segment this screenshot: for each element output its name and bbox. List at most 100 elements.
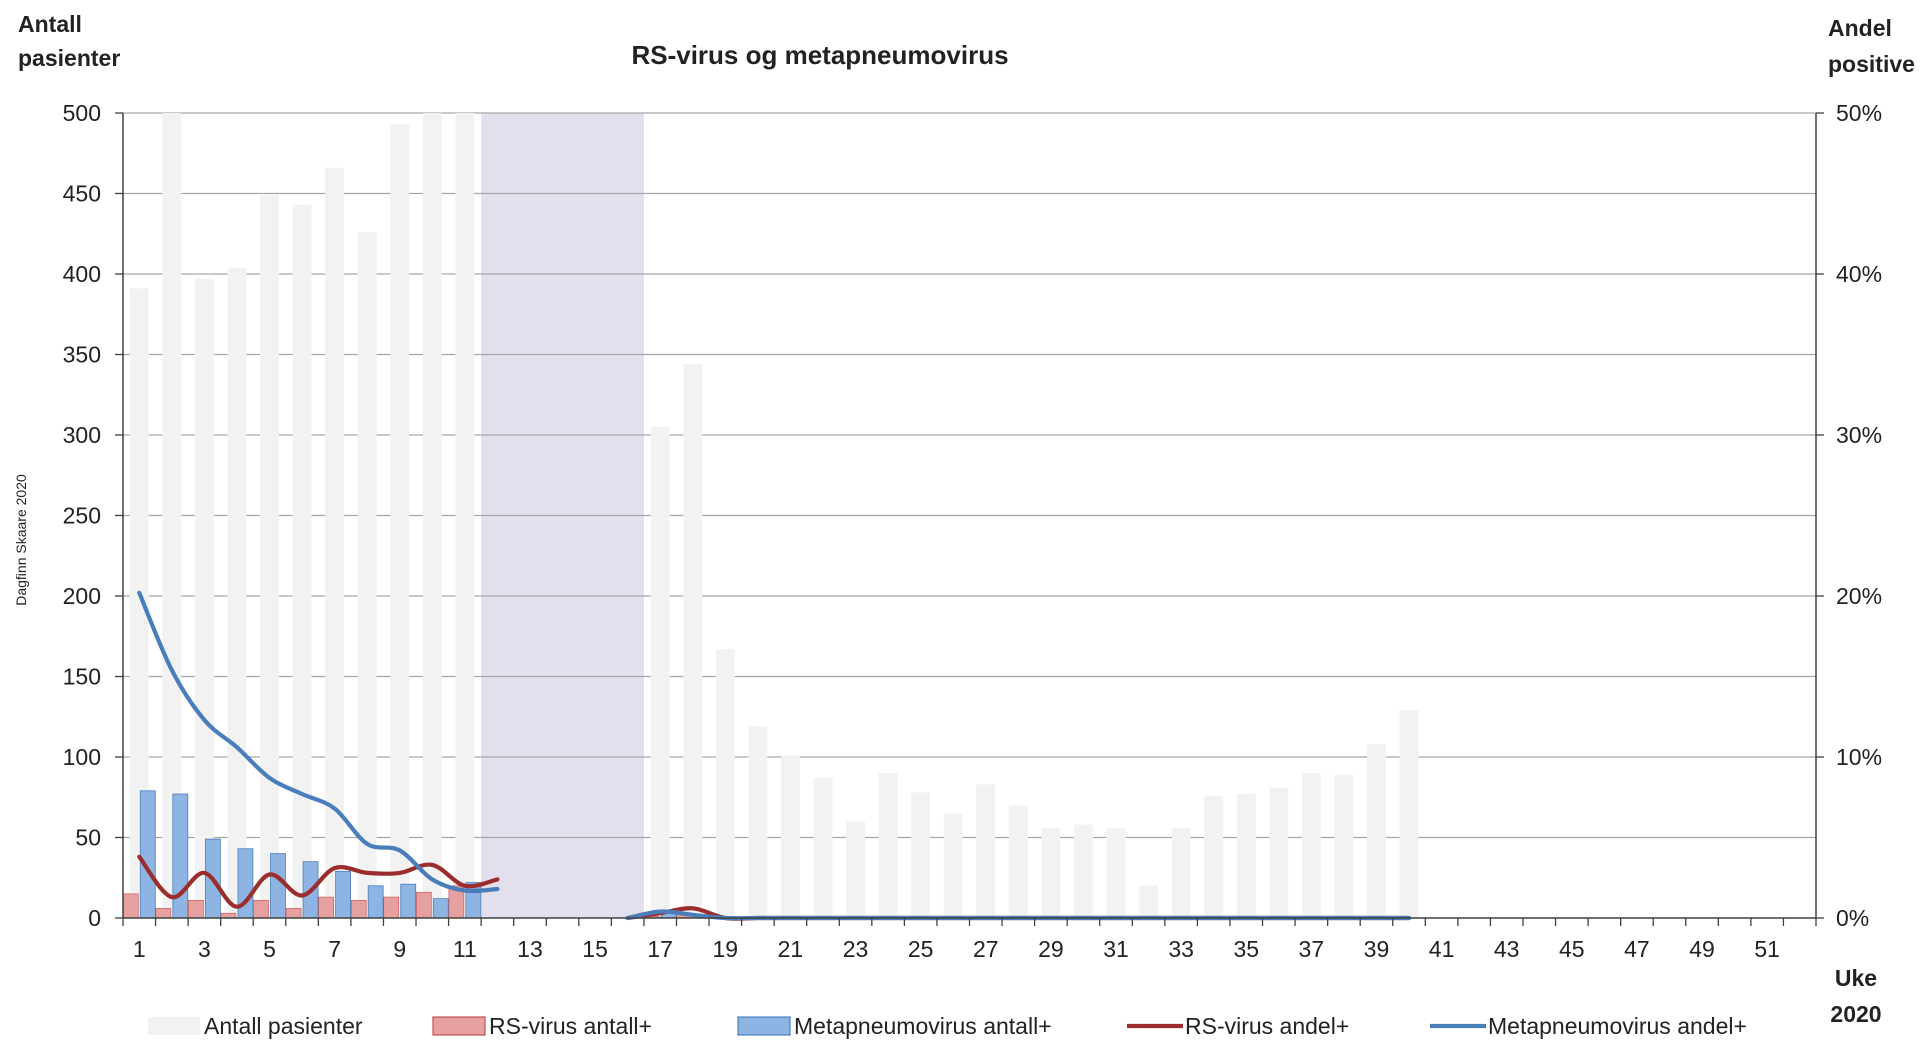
bar-antall-pasienter <box>1399 710 1419 918</box>
bar-rs-virus-antall <box>155 908 172 919</box>
line-metapneumovirus-andel <box>137 590 500 894</box>
legend-swatch <box>432 1016 486 1036</box>
bar-antall-pasienter <box>1106 827 1126 918</box>
bars-layer <box>123 113 1419 919</box>
axes-layer <box>115 112 1824 926</box>
bar-antall-pasienter <box>911 792 931 918</box>
x-tick-label: 31 <box>1103 936 1129 962</box>
bar-antall-pasienter <box>1074 824 1093 918</box>
y-left-tick-label: 400 <box>63 261 101 287</box>
bar-rs-virus-antall <box>285 908 302 919</box>
y-left-tick-label: 100 <box>63 744 101 770</box>
bar-metapneumovirus-antall <box>172 793 189 919</box>
bar-antall-pasienter <box>292 204 312 918</box>
bar-antall-pasienter <box>357 232 377 918</box>
chart-title: RS-virus og metapneumovirus <box>631 40 1008 70</box>
y-left-tick-label: 300 <box>63 422 101 448</box>
bar-metapneumovirus-antall <box>400 883 417 919</box>
bar-antall-pasienter <box>813 777 833 918</box>
y-left-tick-label: 200 <box>63 583 101 609</box>
x-tick-label: 23 <box>843 936 869 962</box>
bar-rs-virus-antall <box>253 899 269 919</box>
legend-swatch <box>737 1016 791 1036</box>
bar-antall-pasienter <box>943 813 963 918</box>
bar-rs-virus-antall <box>350 899 367 919</box>
x-tick-label: 35 <box>1233 936 1259 962</box>
y-right-tick-label: 50% <box>1836 100 1882 126</box>
bar-antall-pasienter <box>390 124 410 918</box>
y-right-label-line1: Andel <box>1828 15 1892 41</box>
x-tick-label: 19 <box>713 936 739 962</box>
x-tick-label: 21 <box>778 936 804 962</box>
bar-rs-virus-antall <box>383 896 400 919</box>
y-right-tick-label: 30% <box>1836 422 1882 448</box>
x-label-line1: Uke <box>1835 965 1877 991</box>
bar-antall-pasienter <box>1301 773 1321 918</box>
x-tick-label: 5 <box>263 936 276 962</box>
bar-antall-pasienter <box>683 364 703 918</box>
legend: Antall pasienter RS-virus antall+ Metapneu… <box>148 1013 1747 1039</box>
y-left-tick-label: 250 <box>63 503 101 529</box>
bar-antall-pasienter <box>878 773 898 918</box>
gridlines-layer <box>123 112 1816 839</box>
bar-antall-pasienter <box>715 649 735 918</box>
x-tick-label: 37 <box>1299 936 1325 962</box>
x-tick-label: 47 <box>1624 936 1650 962</box>
legend-label: Antall pasienter <box>204 1013 363 1039</box>
bar-antall-pasienter <box>325 167 345 919</box>
bar-antall-pasienter <box>650 426 670 918</box>
x-tick-label: 17 <box>647 936 673 962</box>
bar-antall-pasienter <box>1269 787 1289 918</box>
bar-antall-pasienter <box>1204 795 1224 918</box>
bar-metapneumovirus-antall <box>432 898 449 919</box>
bar-antall-pasienter <box>194 278 214 919</box>
legend-label: RS-virus andel+ <box>1185 1013 1349 1039</box>
bar-antall-pasienter <box>1334 774 1354 918</box>
x-tick-label: 7 <box>328 936 341 962</box>
x-tick-label: 1 <box>133 936 146 962</box>
x-label-line2: 2020 <box>1830 1001 1881 1027</box>
x-tick-label: 45 <box>1559 936 1585 962</box>
bar-antall-pasienter <box>1041 827 1061 918</box>
bar-antall-pasienter <box>227 267 247 918</box>
y-left-tick-label: 50 <box>75 825 101 851</box>
legend-label: Metapneumovirus andel+ <box>1488 1013 1747 1039</box>
x-tick-label: 13 <box>517 936 543 962</box>
x-tick-label: 15 <box>582 936 608 962</box>
legend-swatch <box>148 1017 200 1035</box>
bar-antall-pasienter <box>1236 794 1256 918</box>
bar-antall-pasienter <box>129 288 149 918</box>
bar-antall-pasienter <box>162 113 182 918</box>
y-left-tick-label: 350 <box>63 342 101 368</box>
legend-label: RS-virus antall+ <box>489 1013 652 1039</box>
x-tick-label: 25 <box>908 936 934 962</box>
bar-rs-virus-antall <box>416 891 432 919</box>
bar-antall-pasienter <box>1171 827 1191 918</box>
x-tick-label: 43 <box>1494 936 1520 962</box>
bar-antall-pasienter <box>780 755 800 918</box>
x-tick-label: 51 <box>1754 936 1780 962</box>
x-tick-label: 3 <box>198 936 211 962</box>
bar-antall-pasienter <box>846 821 865 918</box>
y-right-label-line2: positive <box>1828 51 1915 77</box>
bar-antall-pasienter <box>976 784 996 918</box>
y-left-tick-label: 0 <box>88 905 101 931</box>
x-tick-label: 49 <box>1689 936 1715 962</box>
x-tick-label: 11 <box>453 936 477 962</box>
bar-metapneumovirus-antall <box>335 870 352 919</box>
x-tick-label: 33 <box>1168 936 1194 962</box>
y-left-tick-label: 500 <box>63 100 101 126</box>
bar-antall-pasienter <box>1367 744 1386 918</box>
y-right-tick-label: 20% <box>1836 583 1882 609</box>
bar-antall-pasienter <box>1139 885 1159 918</box>
bar-rs-virus-antall <box>188 899 204 919</box>
bar-rs-virus-antall <box>318 896 334 919</box>
bar-metapneumovirus-antall <box>270 853 286 919</box>
y-right-tick-label: 40% <box>1836 261 1882 287</box>
y-left-label-line1: Antall <box>18 11 82 37</box>
legend-label: Metapneumovirus antall+ <box>794 1013 1052 1039</box>
x-tick-label: 39 <box>1364 936 1390 962</box>
bar-antall-pasienter <box>455 113 475 918</box>
bar-antall-pasienter <box>422 113 442 918</box>
